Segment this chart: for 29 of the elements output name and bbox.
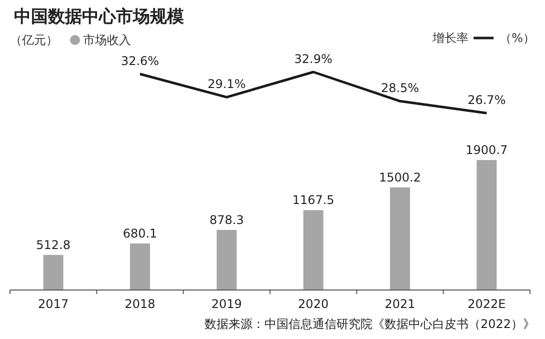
x-tick-label: 2018 <box>124 297 156 311</box>
data-label: 29.1% <box>208 77 246 92</box>
bar <box>216 230 237 290</box>
data-label: 878.3 <box>209 212 244 227</box>
data-label: 32.6% <box>120 54 160 68</box>
text: （亿元） <box>10 33 58 47</box>
bar <box>390 187 410 290</box>
source-note: 数据来源：中国信息通信研究院《数据中心白皮书（2022）》 <box>204 317 535 331</box>
legend-label: 增长率 <box>432 31 469 45</box>
data-label: 512.8 <box>36 238 71 252</box>
bar <box>130 243 150 290</box>
data-label: 1500.2 <box>379 170 421 184</box>
data-label: 28.5% <box>380 81 420 96</box>
bar <box>43 254 64 290</box>
data-label: 32.9% <box>294 52 332 66</box>
data-label: 26.7% <box>468 93 506 108</box>
legend-label: 市场收入 <box>83 33 131 47</box>
x-tick-label: 2019 <box>211 297 242 311</box>
x-tick-label: 2017 <box>38 297 69 311</box>
x-tick-label: 2020 <box>298 297 329 311</box>
data-label: 680.1 <box>122 226 158 240</box>
chart-title: 中国数据中心市场规模 <box>14 7 184 27</box>
x-tick-label: 2022E <box>468 297 506 311</box>
x-tick-label: 2021 <box>384 297 416 311</box>
bar <box>476 160 497 290</box>
bar <box>303 210 324 290</box>
text: （%） <box>500 31 535 45</box>
data-label: 1167.5 <box>292 193 334 208</box>
data-label: 1900.7 <box>466 143 508 157</box>
